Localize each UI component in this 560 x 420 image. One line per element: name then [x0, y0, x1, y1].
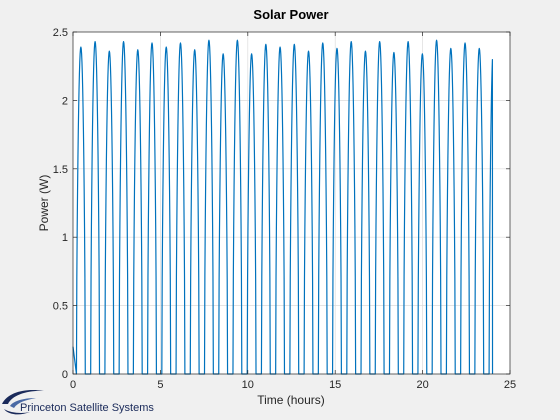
solar-power-line — [72, 39, 494, 375]
company-logo: Princeton Satellite Systems — [2, 390, 154, 415]
x-tick-label: 5 — [157, 379, 163, 391]
logo-text: Princeton Satellite Systems — [20, 402, 154, 414]
x-axis-label: Time (hours) — [257, 393, 325, 407]
series-group — [72, 39, 494, 375]
x-tick-label: 25 — [504, 379, 516, 391]
y-tick-label: 1 — [62, 232, 68, 244]
y-tick-label: 2 — [62, 95, 68, 107]
chart-title: Solar Power — [253, 7, 328, 22]
y-tick-label: 2.5 — [53, 27, 68, 39]
y-tick-label: 0.5 — [53, 301, 68, 313]
swoosh-icon — [2, 390, 44, 415]
plot-area — [73, 32, 510, 374]
x-tick-label: 20 — [416, 379, 428, 391]
x-tick-label: 15 — [329, 379, 341, 391]
x-tick-label: 10 — [242, 379, 254, 391]
ticks: 0 5 10 15 20 25 0 0.5 1 1.5 2 2.5 — [53, 27, 516, 391]
x-tick-label: 0 — [70, 379, 76, 391]
y-tick-label: 1.5 — [53, 164, 68, 176]
y-axis-label: Power (W) — [37, 175, 51, 232]
y-tick-label: 0 — [62, 369, 68, 381]
plot-frame — [72, 31, 511, 375]
